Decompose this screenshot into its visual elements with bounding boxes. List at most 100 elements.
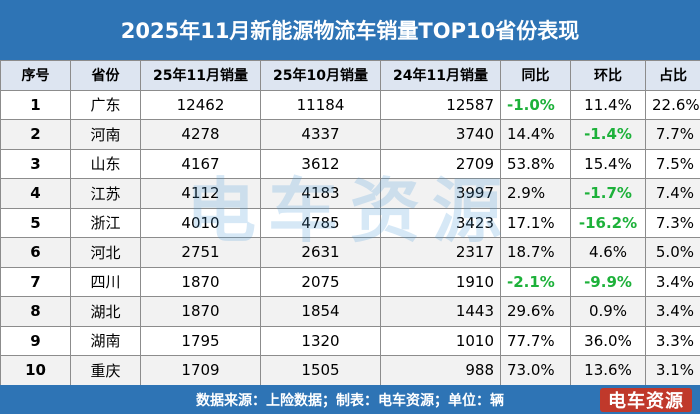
cell-rank: 2 [0,119,71,150]
header-row: 序号 省份 25年11月销量 25年10月销量 24年11月销量 同比 环比 占… [0,60,700,91]
table-title: 2025年11月新能源物流车销量TOP10省份表现 [0,0,700,60]
cell-yoy: 77.7% [500,325,571,356]
cell-nov25: 1870 [140,266,261,297]
cell-province: 广东 [70,89,141,120]
cell-mom: -16.2% [570,207,646,238]
cell-nov25: 4278 [140,119,261,150]
cell-nov24: 1443 [380,296,501,327]
cell-nov24: 3423 [380,207,501,238]
cell-rank: 8 [0,296,71,327]
col-header-yoy: 同比 [500,60,571,91]
cell-yoy: -2.1% [500,266,571,297]
cell-oct25: 2631 [260,237,381,268]
cell-nov25: 1709 [140,355,261,386]
table-row: 2 河南 4278 4337 3740 14.4% -1.4% 7.7% [0,119,700,150]
cell-yoy: 14.4% [500,119,571,150]
cell-nov24: 2317 [380,237,501,268]
cell-oct25: 4337 [260,119,381,150]
cell-oct25: 1320 [260,325,381,356]
cell-share: 7.3% [645,207,700,238]
table-row: 3 山东 4167 3612 2709 53.8% 15.4% 7.5% [0,148,700,179]
cell-share: 7.4% [645,178,700,209]
cell-oct25: 3612 [260,148,381,179]
footer-source: 数据来源：上险数据；制表：电车资源；单位：辆 [0,385,700,414]
col-header-oct25: 25年10月销量 [260,60,381,91]
cell-mom: 11.4% [570,89,646,120]
cell-oct25: 1854 [260,296,381,327]
table-row: 1 广东 12462 11184 12587 -1.0% 11.4% 22.6% [0,89,700,120]
cell-yoy: 29.6% [500,296,571,327]
cell-mom: 15.4% [570,148,646,179]
cell-nov24: 3997 [380,178,501,209]
cell-province: 河南 [70,119,141,150]
brand-logo: 电车资源 [600,388,692,412]
col-header-rank: 序号 [0,60,71,91]
table-row: 10 重庆 1709 1505 988 73.0% 13.6% 3.1% [0,355,700,386]
cell-yoy: 18.7% [500,237,571,268]
cell-nov24: 1010 [380,325,501,356]
table-row: 5 浙江 4010 4785 3423 17.1% -16.2% 7.3% [0,207,700,238]
cell-mom: 13.6% [570,355,646,386]
col-header-share: 占比 [645,60,700,91]
col-header-province: 省份 [70,60,141,91]
cell-rank: 3 [0,148,71,179]
cell-nov24: 12587 [380,89,501,120]
table-row: 4 江苏 4112 4183 3997 2.9% -1.7% 7.4% [0,178,700,209]
cell-yoy: -1.0% [500,89,571,120]
cell-rank: 7 [0,266,71,297]
cell-share: 3.4% [645,266,700,297]
cell-yoy: 2.9% [500,178,571,209]
sales-table: 序号 省份 25年11月销量 25年10月销量 24年11月销量 同比 环比 占… [0,60,700,386]
cell-share: 3.4% [645,296,700,327]
cell-oct25: 4183 [260,178,381,209]
col-header-mom: 环比 [570,60,646,91]
cell-nov25: 4010 [140,207,261,238]
table-row: 7 四川 1870 2075 1910 -2.1% -9.9% 3.4% [0,266,700,297]
cell-province: 江苏 [70,178,141,209]
table-row: 8 湖北 1870 1854 1443 29.6% 0.9% 3.4% [0,296,700,327]
table-row: 6 河北 2751 2631 2317 18.7% 4.6% 5.0% [0,237,700,268]
cell-rank: 4 [0,178,71,209]
cell-rank: 10 [0,355,71,386]
cell-rank: 1 [0,89,71,120]
cell-mom: -9.9% [570,266,646,297]
cell-share: 7.5% [645,148,700,179]
cell-rank: 5 [0,207,71,238]
cell-yoy: 17.1% [500,207,571,238]
cell-rank: 6 [0,237,71,268]
cell-share: 7.7% [645,119,700,150]
cell-nov24: 1910 [380,266,501,297]
cell-rank: 9 [0,325,71,356]
cell-share: 3.3% [645,325,700,356]
cell-mom: 36.0% [570,325,646,356]
cell-mom: -1.4% [570,119,646,150]
cell-nov25: 4112 [140,178,261,209]
cell-mom: 0.9% [570,296,646,327]
cell-oct25: 11184 [260,89,381,120]
cell-nov25: 4167 [140,148,261,179]
col-header-nov24: 24年11月销量 [380,60,501,91]
cell-province: 湖南 [70,325,141,356]
cell-share: 3.1% [645,355,700,386]
cell-nov25: 2751 [140,237,261,268]
cell-yoy: 73.0% [500,355,571,386]
cell-province: 浙江 [70,207,141,238]
cell-nov24: 988 [380,355,501,386]
cell-share: 22.6% [645,89,700,120]
cell-share: 5.0% [645,237,700,268]
cell-mom: -1.7% [570,178,646,209]
cell-oct25: 4785 [260,207,381,238]
cell-mom: 4.6% [570,237,646,268]
cell-nov24: 2709 [380,148,501,179]
cell-nov24: 3740 [380,119,501,150]
cell-province: 山东 [70,148,141,179]
cell-province: 湖北 [70,296,141,327]
cell-oct25: 1505 [260,355,381,386]
table-row: 9 湖南 1795 1320 1010 77.7% 36.0% 3.3% [0,325,700,356]
cell-oct25: 2075 [260,266,381,297]
cell-yoy: 53.8% [500,148,571,179]
col-header-nov25: 25年11月销量 [140,60,261,91]
cell-nov25: 1870 [140,296,261,327]
cell-province: 重庆 [70,355,141,386]
cell-province: 河北 [70,237,141,268]
